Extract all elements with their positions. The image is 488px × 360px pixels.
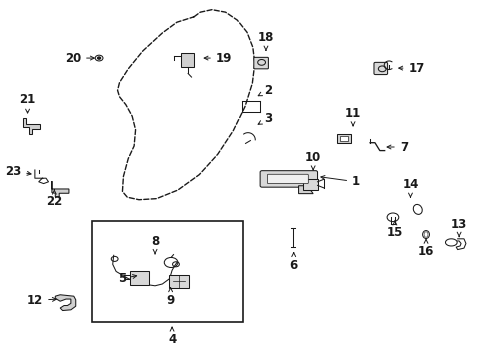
Ellipse shape	[423, 232, 427, 237]
Text: 4: 4	[167, 327, 176, 346]
Text: 3: 3	[258, 112, 272, 125]
Text: 23: 23	[5, 165, 31, 177]
Polygon shape	[55, 295, 76, 311]
Text: 5: 5	[117, 272, 136, 285]
Text: 11: 11	[344, 107, 361, 126]
Text: 19: 19	[203, 51, 232, 64]
Text: 15: 15	[386, 220, 402, 239]
Text: 16: 16	[417, 239, 433, 257]
Bar	[340, 136, 347, 141]
Polygon shape	[52, 181, 69, 197]
Text: 6: 6	[289, 253, 297, 272]
Text: 13: 13	[450, 218, 466, 237]
Polygon shape	[22, 118, 40, 134]
Text: 8: 8	[151, 235, 159, 254]
Bar	[303, 179, 317, 190]
Text: 9: 9	[166, 288, 174, 307]
FancyBboxPatch shape	[253, 57, 268, 69]
Bar	[169, 275, 188, 288]
Text: 18: 18	[257, 31, 274, 50]
Text: 21: 21	[20, 93, 36, 113]
Bar	[181, 53, 194, 67]
Text: 10: 10	[305, 151, 321, 170]
FancyBboxPatch shape	[373, 62, 387, 75]
Text: 1: 1	[320, 175, 360, 188]
Text: 20: 20	[65, 51, 94, 64]
Text: 14: 14	[402, 179, 418, 197]
Bar	[337, 134, 350, 143]
Ellipse shape	[422, 230, 428, 238]
Text: 22: 22	[46, 189, 62, 208]
Text: 2: 2	[258, 84, 272, 97]
Bar	[130, 271, 148, 285]
Ellipse shape	[412, 204, 421, 215]
Polygon shape	[298, 186, 312, 194]
Text: 17: 17	[398, 62, 424, 75]
Text: 7: 7	[386, 140, 407, 153]
Circle shape	[98, 57, 101, 59]
Text: 12: 12	[27, 294, 56, 307]
FancyBboxPatch shape	[260, 171, 317, 187]
FancyBboxPatch shape	[267, 174, 307, 184]
Bar	[92, 221, 242, 321]
